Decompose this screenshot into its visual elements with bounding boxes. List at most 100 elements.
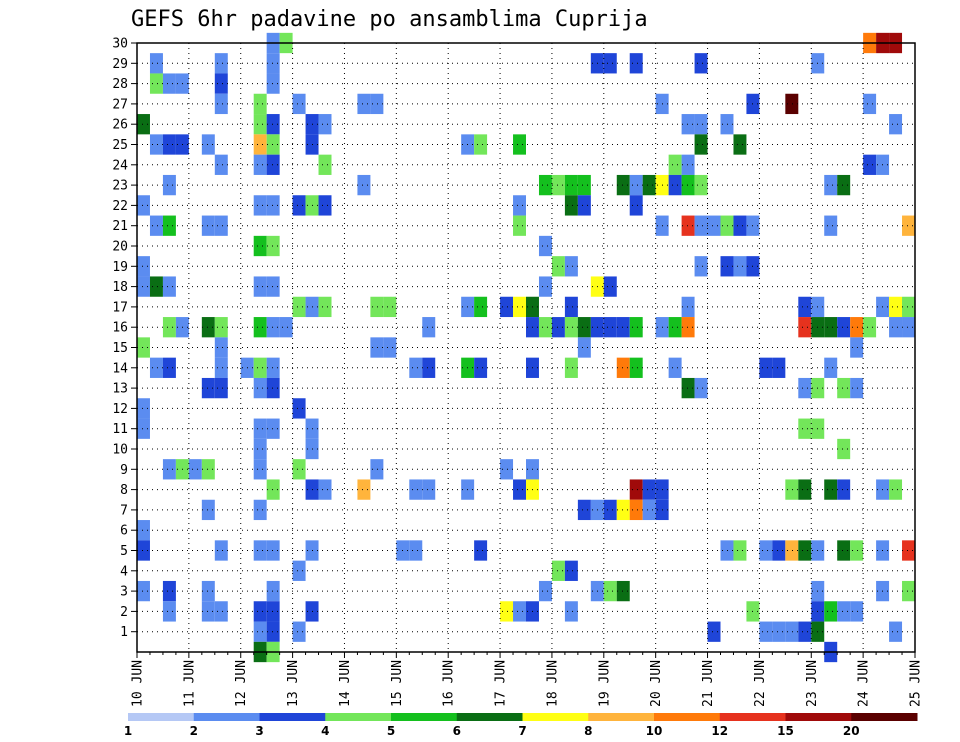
y-tick-label: 3	[120, 585, 128, 600]
heatmap-cell	[824, 601, 838, 622]
x-tick-label: 10 JUN	[131, 660, 146, 707]
y-tick-label: 8	[120, 483, 128, 498]
heatmap-cell	[824, 479, 838, 500]
heatmap-cell	[772, 540, 786, 561]
heatmap-cell	[707, 215, 721, 236]
heatmap-cell	[409, 479, 423, 500]
y-tick-label: 22	[112, 199, 128, 214]
heatmap-cell	[357, 93, 371, 115]
heatmap-cell	[513, 479, 526, 500]
heatmap-cell	[214, 601, 228, 622]
x-tick-label: 19 JUN	[597, 660, 612, 707]
heatmap-cell	[253, 621, 267, 642]
y-tick-label: 20	[112, 240, 128, 255]
heatmap-cell	[188, 459, 202, 480]
y-tick-label: 26	[112, 118, 128, 133]
heatmap-cell	[629, 317, 643, 338]
heatmap-cell	[551, 256, 565, 277]
heatmap-cell	[785, 540, 799, 561]
heatmap-cell	[538, 580, 552, 602]
heatmap-cell	[422, 479, 436, 500]
heatmap-cell	[370, 296, 384, 318]
x-tick-label: 22 JUN	[753, 660, 768, 707]
heatmap-cell	[733, 256, 747, 277]
colorbar-label: 2	[190, 724, 198, 738]
heatmap-cell	[253, 499, 267, 521]
heatmap-cell	[266, 235, 280, 257]
heatmap-cell	[253, 134, 267, 155]
heatmap-cell	[629, 174, 643, 196]
heatmap-cell	[577, 195, 591, 216]
heatmap-cell	[616, 357, 630, 378]
heatmap-cell	[137, 580, 150, 602]
heatmap-cell	[577, 337, 591, 358]
colorbar-label: 8	[584, 724, 592, 738]
colorbar-label: 7	[518, 724, 526, 738]
heatmap-cell	[681, 296, 695, 318]
heatmap-cell	[500, 601, 514, 622]
heatmap-cell	[564, 296, 578, 318]
x-tick-label: 16 JUN	[442, 660, 457, 707]
heatmap-cell	[902, 296, 915, 318]
y-tick-label: 15	[112, 341, 128, 356]
heatmap-cell	[889, 479, 903, 500]
heatmap-cell	[889, 114, 903, 135]
heatmap-cell	[201, 317, 215, 338]
heatmap-cell	[292, 93, 306, 115]
heatmap-cell	[162, 317, 176, 338]
heatmap-cell	[266, 357, 280, 378]
heatmap-cell	[798, 418, 812, 439]
heatmap-cell	[162, 357, 176, 378]
heatmap-cell	[279, 317, 293, 338]
x-tick-label: 25 JUN	[909, 660, 924, 707]
heatmap-cell	[253, 357, 267, 378]
y-axis-ticks: 1234567891011121314151617181920212223242…	[112, 37, 137, 640]
heatmap-cell	[500, 296, 514, 318]
y-tick-label: 19	[112, 260, 128, 275]
heatmap-cell	[824, 174, 838, 196]
x-tick-label: 17 JUN	[494, 660, 509, 707]
heatmap-cell	[837, 377, 851, 399]
colorbar-swatch	[391, 713, 458, 721]
colorbar: 1 2 3 4 5 6 7 8 10 12 15 20	[124, 713, 918, 738]
heatmap-cell	[668, 154, 682, 175]
heatmap-cell	[201, 377, 215, 399]
heatmap-cell	[422, 317, 436, 338]
x-tick-label: 12 JUN	[234, 660, 249, 707]
heatmap-cell	[798, 317, 812, 338]
heatmap-cell	[837, 174, 851, 196]
heatmap-cell	[902, 215, 915, 236]
heatmap-cell	[863, 93, 877, 115]
heatmap-cell	[162, 174, 176, 196]
heatmap-cell	[668, 357, 682, 378]
heatmap-cell	[214, 154, 228, 175]
heatmap-cell	[383, 337, 397, 358]
heatmap-cell	[253, 93, 267, 115]
heatmap-cell	[201, 580, 215, 602]
heatmap-cell	[383, 296, 397, 318]
heatmap-cell	[292, 560, 306, 581]
heatmap-cell	[474, 357, 488, 378]
heatmap-cell	[850, 317, 864, 338]
heatmap-cell	[798, 540, 812, 561]
heatmap-cell	[214, 377, 228, 399]
heatmap-cell	[266, 580, 280, 602]
heatmap-cell	[642, 174, 656, 196]
heatmap-cell	[681, 215, 695, 236]
heatmap-cell	[707, 621, 721, 642]
x-tick-label: 23 JUN	[805, 660, 820, 707]
colorbar-swatch	[128, 713, 195, 721]
heatmap-cell	[214, 53, 228, 74]
heatmap-cell	[564, 195, 578, 216]
heatmap-cell	[629, 357, 643, 378]
heatmap-cell	[292, 398, 306, 419]
heatmap-cell	[266, 621, 280, 642]
heatmap-cell	[577, 499, 591, 521]
heatmap-cell	[603, 317, 617, 338]
heatmap-cell	[837, 601, 851, 622]
heatmap-cell	[318, 154, 332, 175]
x-tick-label: 14 JUN	[338, 660, 353, 707]
y-tick-label: 10	[112, 443, 128, 458]
heatmap-cell	[137, 337, 150, 358]
heatmap-cell	[137, 276, 150, 297]
